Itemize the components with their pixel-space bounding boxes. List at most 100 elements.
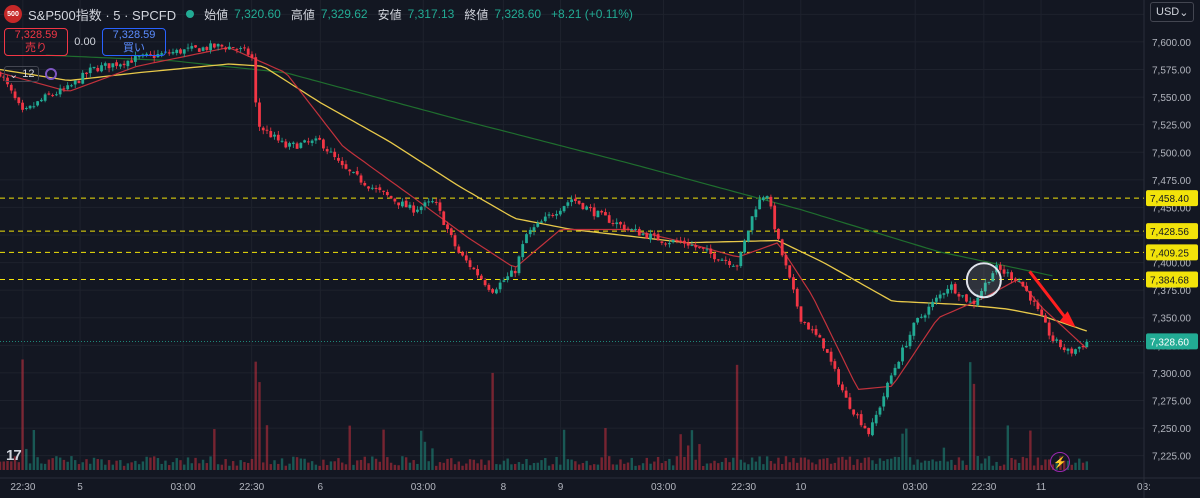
candle xyxy=(998,262,1002,274)
sell-button[interactable]: 7,328.59 売り xyxy=(4,28,68,56)
market-open-icon xyxy=(186,10,195,18)
candle xyxy=(901,344,904,366)
volume-bar xyxy=(213,429,216,470)
volume-bar xyxy=(649,463,652,470)
candle-body xyxy=(1051,335,1055,342)
volume-bar xyxy=(1029,430,1032,470)
candle-body xyxy=(694,245,698,248)
candle-body xyxy=(209,43,212,51)
indicator-toggle[interactable]: ⌄ 12 xyxy=(4,66,40,82)
candle-body xyxy=(186,47,190,49)
candle xyxy=(273,131,276,140)
candle-body xyxy=(777,228,780,239)
candle xyxy=(735,264,739,271)
arrow-annotation-shaft xyxy=(1028,270,1071,325)
volume-bar xyxy=(198,463,201,470)
candle-body xyxy=(807,322,810,330)
volume-bar xyxy=(371,456,374,470)
volume-bar xyxy=(100,459,103,470)
volume-bar xyxy=(916,459,919,470)
indicator-settings-icon[interactable] xyxy=(45,68,58,80)
x-tick-label: 03:00 xyxy=(171,482,196,493)
volume-bar xyxy=(878,458,882,470)
candle xyxy=(318,135,322,141)
buy-button[interactable]: 7,328.59 買い xyxy=(102,28,166,56)
volume-bar xyxy=(615,464,618,470)
volume-bar xyxy=(325,465,329,470)
volume-bar xyxy=(638,465,641,470)
candle-body xyxy=(893,367,897,376)
volume-bar xyxy=(446,458,449,470)
volume-bar xyxy=(190,463,193,470)
volume-bar xyxy=(724,457,727,470)
symbol-title[interactable]: S&P500指数 · 5 · SPCFD xyxy=(28,7,177,23)
candle xyxy=(461,250,464,257)
candle xyxy=(953,282,957,295)
volume-bar xyxy=(645,457,649,470)
candle xyxy=(182,49,186,58)
volume-bar xyxy=(333,461,336,470)
volume-bar xyxy=(495,464,498,470)
candle xyxy=(446,221,449,233)
candle-body xyxy=(502,280,506,282)
close-label: 終値 xyxy=(464,7,489,22)
volume-bar xyxy=(585,460,588,470)
candle-body xyxy=(205,46,209,50)
volume-bar xyxy=(468,459,472,470)
candle xyxy=(705,245,709,253)
volume-bar xyxy=(457,461,460,470)
candle-body xyxy=(562,206,566,212)
volume-bar xyxy=(186,457,190,470)
ma-red-line xyxy=(0,46,1088,391)
candle-body xyxy=(201,47,205,51)
candle xyxy=(36,100,40,107)
x-tick-label: 03:00 xyxy=(903,482,928,493)
candle xyxy=(438,198,442,215)
candle xyxy=(912,322,916,340)
candle xyxy=(889,372,893,385)
volume-bar xyxy=(544,458,547,470)
candle-body xyxy=(528,229,532,235)
volume-bar xyxy=(145,456,148,470)
candle xyxy=(1062,343,1066,353)
candle-body xyxy=(829,351,833,362)
close-value: 7,328.60 xyxy=(494,7,542,21)
candle-body xyxy=(258,102,261,127)
candle xyxy=(133,51,137,67)
volume-bar xyxy=(592,464,596,470)
volume-bar xyxy=(1074,462,1077,470)
candle-body xyxy=(337,157,340,161)
volume-bar xyxy=(540,460,543,470)
volume-bar xyxy=(310,461,314,470)
candle-body xyxy=(483,280,487,286)
volume-bar xyxy=(705,463,709,470)
open-value: 7,320.60 xyxy=(234,7,281,21)
volume-bar xyxy=(581,463,585,470)
candle-body xyxy=(991,273,995,282)
candle-body xyxy=(600,210,604,213)
candle-body xyxy=(269,131,273,138)
candle-body xyxy=(773,205,777,230)
candle-body xyxy=(901,347,904,362)
candle xyxy=(1051,331,1055,344)
candle-body xyxy=(239,48,243,50)
volume-bar xyxy=(0,461,2,470)
candle xyxy=(43,92,47,103)
candle xyxy=(942,292,946,299)
volume-bar xyxy=(961,460,964,470)
lightning-icon[interactable]: ⚡ xyxy=(1050,452,1070,472)
candle xyxy=(1077,346,1081,353)
x-tick-label: 5 xyxy=(77,482,83,493)
candle xyxy=(840,381,844,393)
candle xyxy=(622,221,626,232)
candle xyxy=(573,194,577,204)
candle-body xyxy=(904,345,908,348)
candle-body xyxy=(306,141,310,143)
candle-body xyxy=(103,63,107,66)
candle xyxy=(810,325,814,334)
candle-body xyxy=(698,247,701,249)
currency-select[interactable]: USD ⌄ xyxy=(1150,2,1194,22)
volume-bar xyxy=(442,462,445,470)
